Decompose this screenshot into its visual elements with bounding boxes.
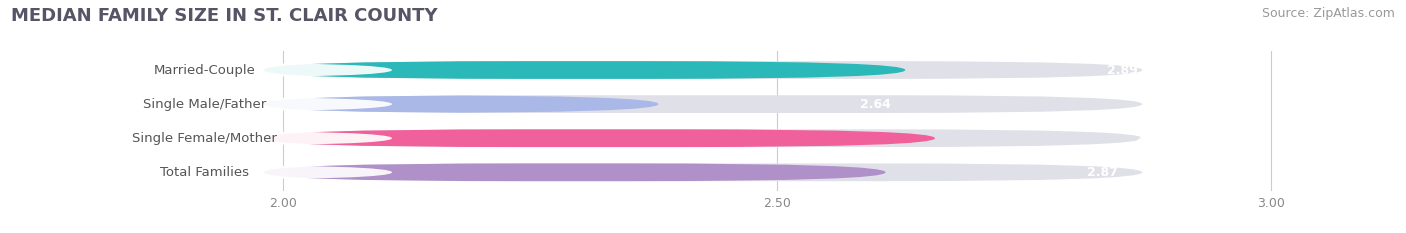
Text: Married-Couple: Married-Couple [153,64,256,76]
FancyBboxPatch shape [17,165,392,180]
Text: Single Female/Mother: Single Female/Mother [132,132,277,145]
FancyBboxPatch shape [264,129,1142,147]
FancyBboxPatch shape [17,97,392,111]
FancyBboxPatch shape [264,163,886,181]
Text: 2.92: 2.92 [1136,132,1167,145]
FancyBboxPatch shape [264,61,1142,79]
Text: Single Male/Father: Single Male/Father [143,98,266,111]
Text: Source: ZipAtlas.com: Source: ZipAtlas.com [1261,7,1395,20]
FancyBboxPatch shape [264,61,905,79]
FancyBboxPatch shape [17,131,392,145]
FancyBboxPatch shape [264,129,935,147]
Text: 2.89: 2.89 [1107,64,1137,76]
Text: 2.87: 2.87 [1087,166,1118,179]
Text: MEDIAN FAMILY SIZE IN ST. CLAIR COUNTY: MEDIAN FAMILY SIZE IN ST. CLAIR COUNTY [11,7,437,25]
FancyBboxPatch shape [264,95,1142,113]
Text: 2.64: 2.64 [859,98,890,111]
FancyBboxPatch shape [17,63,392,77]
FancyBboxPatch shape [264,163,1142,181]
FancyBboxPatch shape [264,95,658,113]
Text: Total Families: Total Families [160,166,249,179]
